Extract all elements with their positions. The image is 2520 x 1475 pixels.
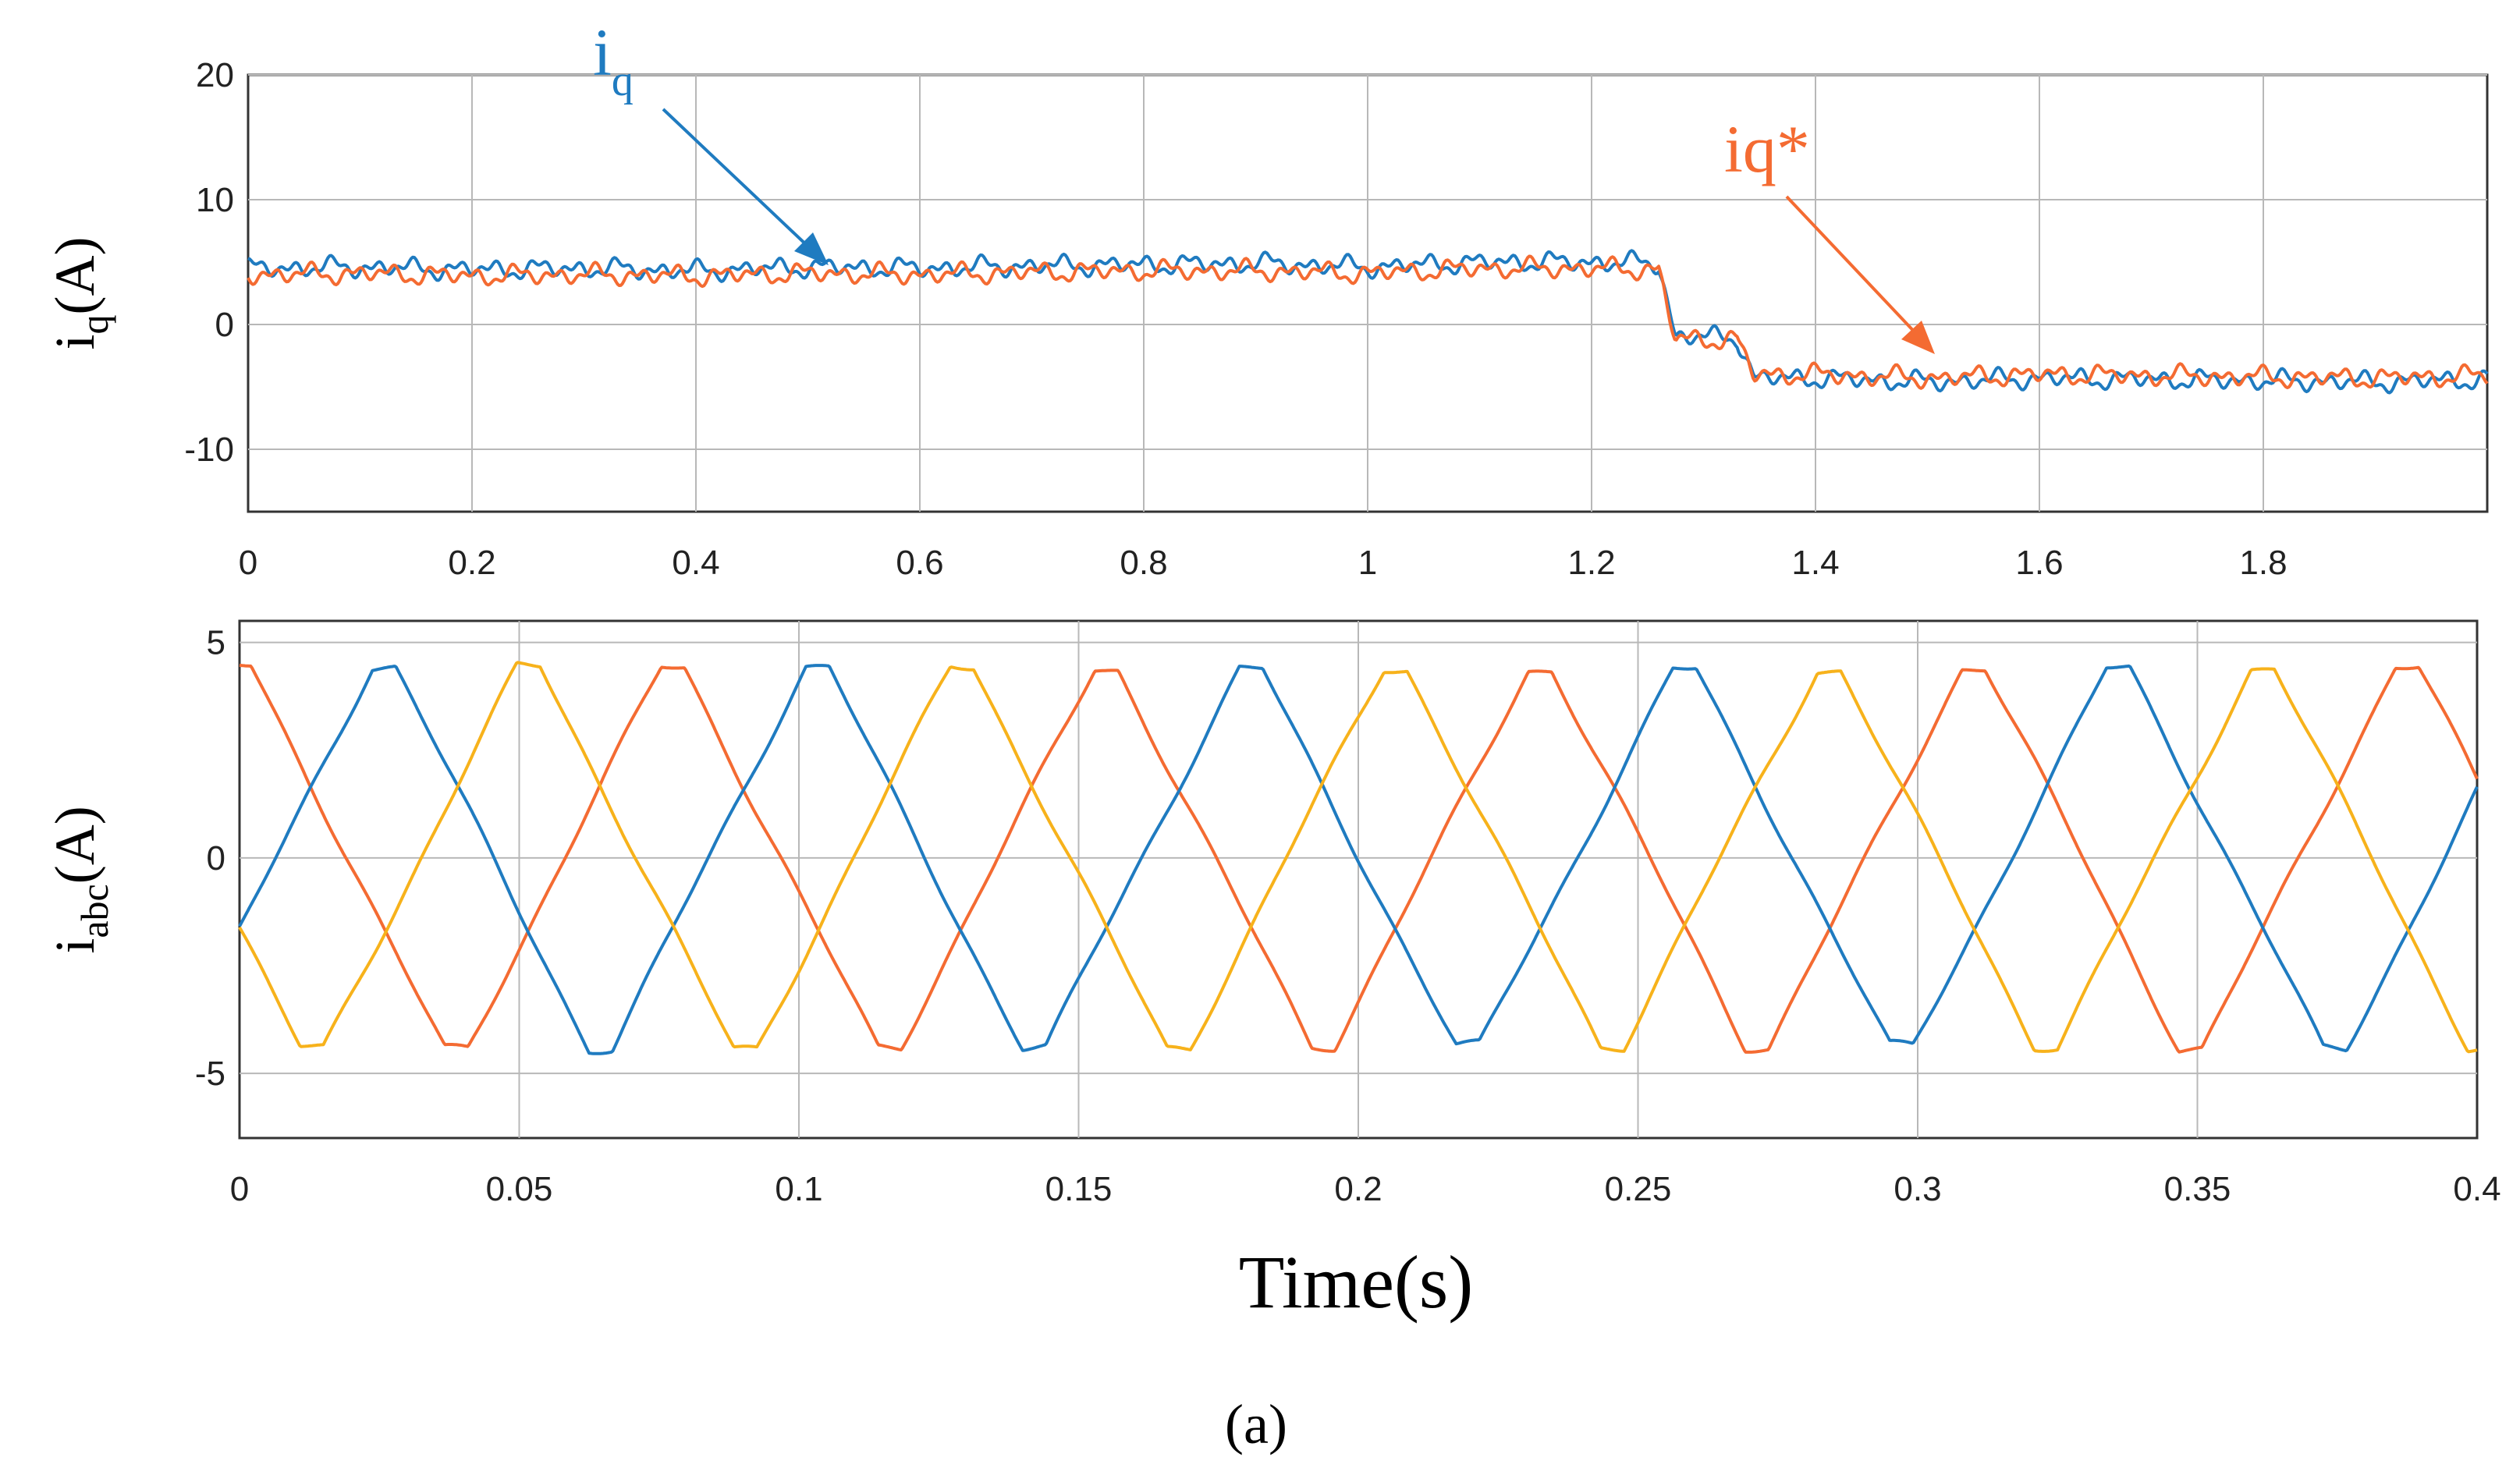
- iq-ylabel: iq(A): [44, 237, 116, 350]
- iqref-annotation-label: iq*: [1724, 112, 1810, 186]
- iq-ytick-label: -10: [184, 431, 234, 469]
- iabc-xtick-label: 0.25: [1605, 1170, 1672, 1208]
- iabc-xtick-label: 0: [230, 1170, 249, 1208]
- iq-xtick-label: 1.4: [1791, 544, 1839, 582]
- iq-xtick-label: 1.8: [2239, 544, 2287, 582]
- iabc-xtick-label: 0.3: [1894, 1170, 1941, 1208]
- iq-yticks: 20 10 0 -10: [184, 56, 234, 469]
- figure-caption: (a): [1225, 1393, 1287, 1455]
- iq-xtick-label: 0.2: [448, 544, 495, 582]
- iabc-ylabel: iabc(A): [44, 806, 116, 953]
- iqref-annotation-arrow: [1785, 195, 1921, 339]
- iabc-traces: [238, 661, 2479, 1055]
- iq-annotation-label: iq: [593, 15, 634, 105]
- iabc-grid: [240, 621, 2477, 1138]
- iq-xticks: 0 0.2 0.4 0.6 0.8 1 1.2 1.4 1.6 1.8: [239, 544, 2288, 582]
- iq-annotation-arrowhead: [794, 232, 829, 265]
- iabc-xticks: 0 0.05 0.1 0.15 0.2 0.25 0.3 0.35 0.4: [230, 1170, 2501, 1208]
- iabc-xtick-label: 0.05: [486, 1170, 553, 1208]
- iabc-xtick-label: 0.2: [1334, 1170, 1382, 1208]
- iq-panel: 20 10 0 -10 0 0.2 0.4 0.6 0.8 1 1.2 1.4 1.6 1.8 iq(A…: [44, 15, 2489, 582]
- iq-ytick-label: 10: [196, 181, 234, 219]
- iq-annotation: iq: [593, 15, 829, 265]
- iqref-annotation-arrowhead: [1901, 321, 1935, 354]
- iq-xtick-label: 0.8: [1120, 544, 1167, 582]
- iabc-xtick-label: 0.15: [1045, 1170, 1113, 1208]
- iabc-panel: 5 0 -5 0 0.05 0.1 0.15 0.2 0.25 0.3 0.35 0.4 iabc(…: [44, 619, 2501, 1324]
- iqref-annotation: iq*: [1724, 112, 1935, 354]
- x-axis-title: Time(s): [1239, 1240, 1474, 1324]
- iq-xtick-label: 1.2: [1567, 544, 1615, 582]
- series-line-phase-a: [239, 663, 2479, 1054]
- iq-xtick-label: 0.4: [672, 544, 719, 582]
- iq-ytick-label: 0: [215, 306, 234, 344]
- iabc-ytick-label: 5: [207, 624, 225, 662]
- iabc-xtick-label: 0.4: [2453, 1170, 2500, 1208]
- iq-annotation-arrow: [662, 108, 813, 251]
- iq-xtick-label: 0: [239, 544, 257, 582]
- iabc-yticks: 5 0 -5: [195, 624, 225, 1094]
- iabc-xtick-label: 0.35: [2164, 1170, 2231, 1208]
- series-line-iq*: [247, 254, 2489, 390]
- iabc-ytick-label: 0: [207, 839, 225, 878]
- iq-grid: [248, 74, 2487, 512]
- iq-xtick-label: 1: [1358, 544, 1377, 582]
- iq-traces: [247, 249, 2489, 395]
- iq-ytick-label: 20: [196, 56, 234, 94]
- iabc-xtick-label: 0.1: [775, 1170, 822, 1208]
- iabc-ytick-label: -5: [195, 1055, 225, 1093]
- iq-xtick-label: 0.6: [896, 544, 943, 582]
- series-line-phase-b: [238, 664, 2479, 1055]
- iq-xtick-label: 1.6: [2015, 544, 2063, 582]
- series-line-phase-c: [238, 661, 2478, 1054]
